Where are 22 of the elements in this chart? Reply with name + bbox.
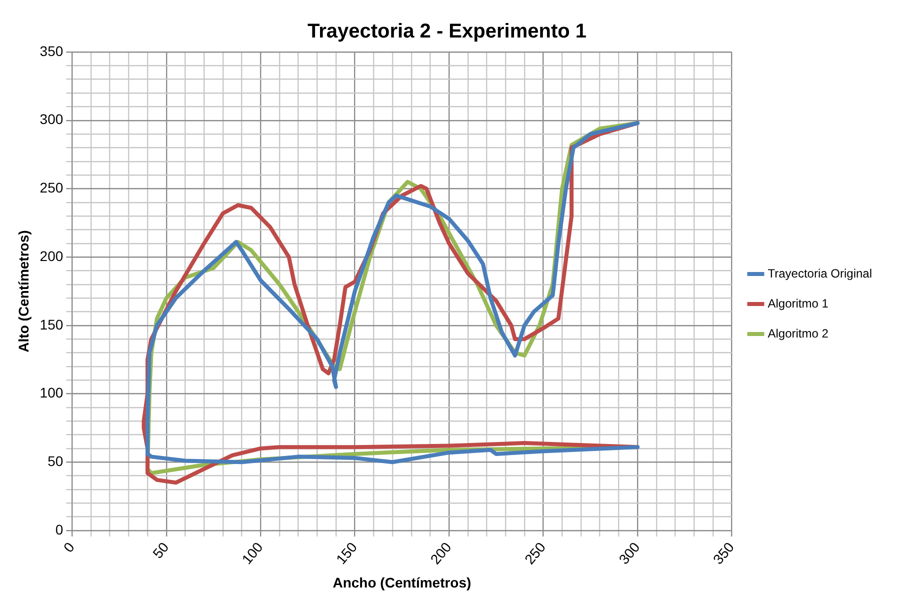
x-tick-label: 350 (710, 538, 738, 568)
x-tick-label: 250 (521, 538, 549, 568)
x-tick-label: 200 (427, 538, 454, 568)
y-tick-label: 100 (40, 384, 64, 401)
x-tick-label: 50 (149, 538, 172, 562)
x-tick-label: 300 (616, 538, 643, 568)
y-tick-label: 0 (55, 521, 64, 538)
x-axis-title: Ancho (Centímetros) (332, 574, 472, 590)
x-tick-label: 0 (60, 538, 78, 556)
y-tick-label: 200 (40, 248, 64, 264)
legend-label: Algoritmo 2 (768, 326, 829, 340)
y-tick-label: 350 (40, 42, 64, 59)
y-tick-label: 250 (40, 180, 64, 196)
y-tick-label: 50 (48, 453, 64, 470)
y-tick-label: 300 (40, 111, 64, 128)
x-tick-label: 100 (238, 538, 266, 568)
chart-title: Trayectoria 2 - Experimento 1 (307, 20, 587, 43)
y-axis-title: Alto (Centímetros) (15, 230, 32, 352)
legend-label: Algoritmo 1 (768, 296, 829, 310)
legend-label: Trayectoria Original (768, 266, 872, 280)
x-tick-label: 150 (332, 538, 360, 568)
y-tick-label: 150 (40, 316, 64, 332)
